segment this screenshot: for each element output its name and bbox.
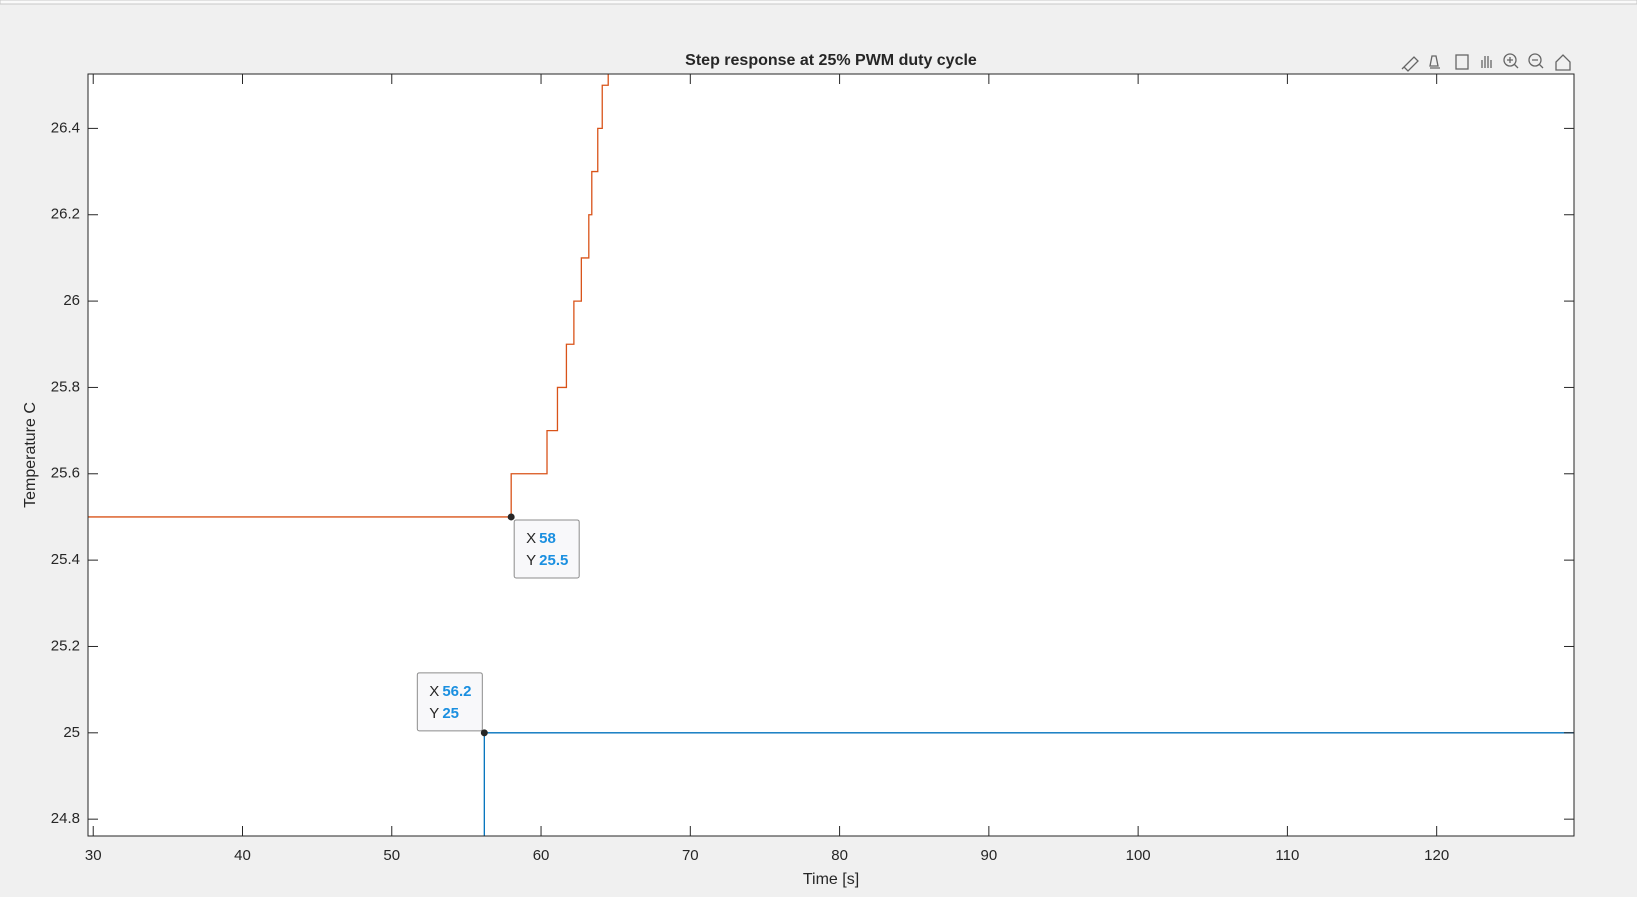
datatip-y-value: 25 bbox=[442, 705, 459, 722]
x-tick-label: 110 bbox=[1275, 847, 1299, 864]
pan-list-icon[interactable] bbox=[1455, 54, 1469, 70]
y-tick-label: 26.2 bbox=[51, 206, 80, 223]
brush-icon[interactable] bbox=[1401, 56, 1419, 72]
x-tick-label: 70 bbox=[682, 847, 699, 864]
datatip-box bbox=[416, 672, 483, 732]
chart-title: Step response at 25% PWM duty cycle bbox=[685, 52, 977, 69]
window-top-bar bbox=[0, 0, 1637, 5]
zoom-out-icon[interactable] bbox=[1528, 53, 1542, 67]
y-tick-label: 25.2 bbox=[51, 637, 80, 654]
y-tick-label: 26.4 bbox=[51, 119, 80, 136]
datatip-x-value: 58 bbox=[539, 530, 556, 547]
series-line bbox=[88, 74, 609, 518]
axes-toolbar[interactable] bbox=[1401, 53, 1571, 72]
y-tick-label: 25.4 bbox=[51, 551, 80, 568]
pan-icon[interactable] bbox=[1481, 56, 1492, 68]
datatip-point bbox=[480, 729, 488, 737]
x-tick-label: 50 bbox=[383, 847, 400, 864]
x-tick-label: 90 bbox=[981, 847, 998, 864]
datatip-icon[interactable] bbox=[1429, 55, 1440, 69]
y-tick-label: 24.8 bbox=[51, 810, 80, 827]
x-tick-label: 60 bbox=[533, 847, 550, 864]
x-tick-label: 120 bbox=[1424, 847, 1449, 864]
x-tick-label: 40 bbox=[234, 847, 251, 864]
home-icon[interactable] bbox=[1555, 54, 1571, 71]
y-tick-label: 25.8 bbox=[51, 378, 80, 395]
datatip-y-label: Y bbox=[526, 552, 536, 569]
datatip-point bbox=[507, 513, 515, 521]
y-tick-label: 26 bbox=[63, 292, 80, 309]
x-tick-label: 100 bbox=[1126, 847, 1151, 864]
x-tick-label: 80 bbox=[831, 847, 848, 864]
y-axis-label: Temperature C bbox=[22, 402, 39, 508]
plot-area bbox=[88, 74, 1574, 836]
datatip-x-label: X bbox=[429, 683, 439, 700]
y-tick-label: 25.6 bbox=[51, 465, 80, 482]
y-tick-label: 25 bbox=[63, 724, 80, 741]
datatip-x-value: 56.2 bbox=[442, 683, 471, 700]
x-tick-label: 30 bbox=[85, 847, 102, 864]
datatip-y-value: 25.5 bbox=[539, 552, 568, 569]
zoom-in-icon[interactable] bbox=[1503, 53, 1517, 67]
datatip-x-label: X bbox=[526, 530, 536, 547]
datatip-box bbox=[513, 519, 580, 579]
x-axis-label: Time [s] bbox=[803, 871, 859, 888]
axes-box bbox=[87, 73, 1575, 837]
datatip-y-label: Y bbox=[429, 705, 439, 722]
